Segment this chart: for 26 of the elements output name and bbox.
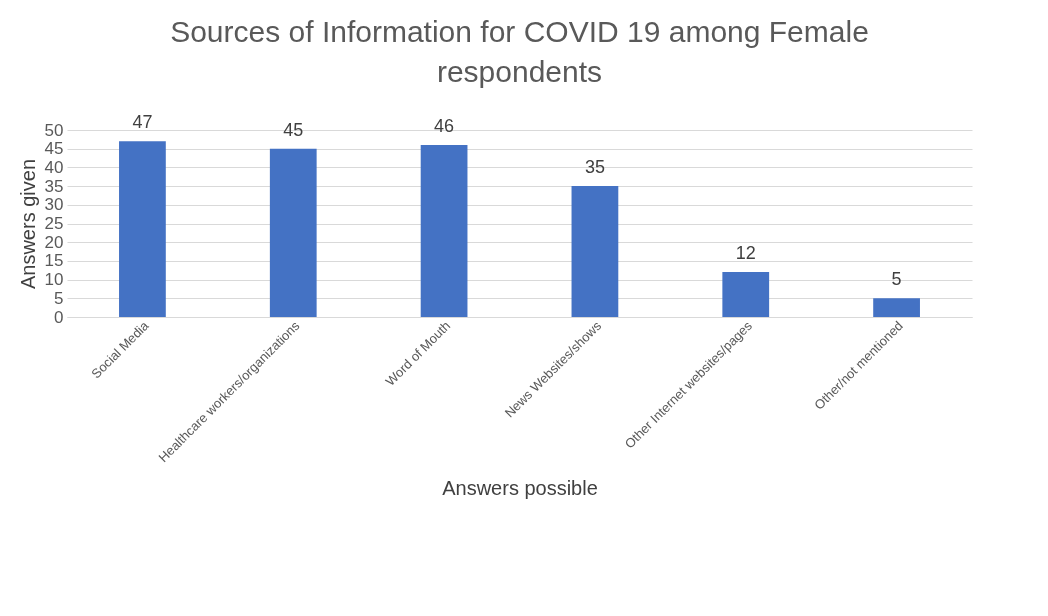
- bar: [722, 272, 770, 317]
- y-tick-label: 50: [44, 120, 64, 140]
- y-tick-label: 10: [44, 270, 64, 290]
- data-label: 47: [132, 112, 153, 133]
- y-tick-label: 20: [44, 232, 64, 252]
- y-tick-label: 35: [44, 176, 64, 196]
- y-tick-label: 15: [44, 251, 64, 271]
- y-tick-label: 30: [44, 195, 64, 215]
- bar: [873, 298, 920, 317]
- y-tick-label: 25: [44, 214, 64, 233]
- x-axis-title: Answers possible: [442, 477, 598, 500]
- y-tick-label: 40: [44, 157, 64, 177]
- data-label: 45: [283, 119, 304, 140]
- bar: [420, 144, 468, 317]
- data-label: 35: [584, 157, 605, 178]
- bar: [119, 141, 166, 317]
- y-tick-label: 45: [44, 139, 64, 159]
- data-label: 46: [434, 115, 455, 136]
- y-tick-label: 5: [54, 288, 64, 308]
- bar: [571, 186, 619, 317]
- data-label: 12: [735, 243, 756, 264]
- y-tick-label: 0: [54, 307, 64, 327]
- y-axis-title: Answers given: [16, 158, 39, 290]
- data-label: 5: [891, 269, 902, 290]
- chart-title: Sources of Information for COVID 19 among Female respondents: [170, 15, 869, 89]
- bar: [269, 148, 317, 317]
